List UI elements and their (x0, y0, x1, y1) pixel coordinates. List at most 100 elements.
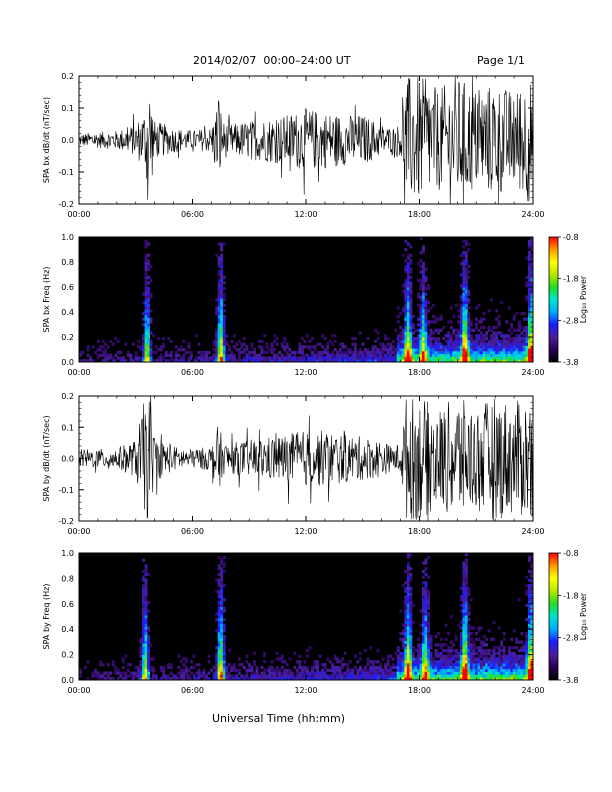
spectrogram-cell (394, 665, 398, 670)
spectrogram-cell (220, 581, 224, 585)
spectrogram-cell (157, 359, 161, 363)
spectrogram-cell (280, 660, 284, 664)
spectrogram-cell (333, 654, 337, 658)
spectrogram-cell (495, 317, 499, 321)
spectrogram-cell (427, 671, 430, 675)
spectrogram-cell (530, 609, 534, 613)
spectrogram-cell (217, 314, 221, 318)
spectrogram-cell (459, 674, 463, 678)
spectrogram-cell (144, 359, 148, 363)
spectrogram-cell (409, 646, 413, 650)
spectrogram-cell (429, 665, 433, 670)
spectrogram-cell (409, 660, 413, 664)
spectrogram-cell (442, 654, 446, 658)
spectrogram-cell (467, 242, 471, 246)
spectrogram-cell (220, 328, 224, 332)
spectrogram-cell (374, 350, 377, 355)
spectrogram-cell (308, 671, 312, 675)
spectrogram-cell (409, 657, 413, 661)
spectrogram-cell (147, 345, 150, 349)
spectrogram-cell (384, 345, 388, 349)
spectrogram-cell (497, 345, 501, 349)
spectrogram-cell (457, 350, 461, 355)
spectrogram-cell (522, 674, 526, 678)
spectrogram-cell (225, 356, 229, 360)
spectrogram-cell (205, 350, 208, 355)
spectrogram-cell (142, 586, 145, 591)
spectrogram-cell (124, 342, 128, 346)
spectrogram-cell (361, 674, 365, 678)
spectrogram-cell (369, 668, 372, 672)
spectrogram-cell (142, 578, 145, 582)
spectrogram-cell (147, 309, 150, 313)
spectrogram-cell (464, 643, 468, 647)
spectrogram-cell (464, 634, 468, 638)
spectrogram-cell (422, 651, 425, 655)
spectrogram-cell (179, 359, 183, 363)
spectrogram-cell (419, 298, 423, 302)
spectrogram-cell (94, 668, 97, 672)
spectrogram-cell (144, 643, 148, 647)
spectrogram-cell (384, 353, 388, 357)
spectrogram-cell (222, 584, 226, 588)
spectrogram-cell (406, 623, 410, 627)
spectrogram-cell (316, 668, 319, 672)
spectrogram-cell (424, 620, 428, 624)
spectrogram-cell (139, 637, 143, 641)
spectrogram-cell (464, 623, 468, 627)
spectrogram-cell (338, 359, 342, 363)
spectrogram-cell (406, 264, 410, 268)
spectrogram-cell (106, 663, 110, 667)
spectrogram-cell (427, 300, 430, 305)
spectrogram-cell (439, 663, 443, 667)
spectrogram-cell (462, 674, 466, 678)
spectrogram-cell (522, 677, 526, 681)
spectrogram-cell (270, 356, 274, 360)
spectrogram-cell (215, 356, 219, 360)
spectrogram-cell (530, 660, 534, 664)
spectrogram-cell (512, 337, 516, 341)
spectrogram-cell (404, 617, 408, 622)
spectrogram-cell (132, 674, 135, 678)
spectrogram-cell (217, 306, 221, 310)
spectrogram-cell (404, 626, 408, 630)
spectrogram-cell (326, 345, 330, 349)
spectrogram-cell (477, 350, 481, 355)
x-tick-label: 06:00 (181, 527, 204, 536)
spectrogram-cell (409, 598, 413, 602)
spectrogram-cell (177, 359, 181, 363)
spectrogram-cell (200, 359, 203, 363)
spectrogram-cell (147, 609, 150, 613)
spectrogram-cell (467, 348, 471, 352)
spectrogram-cell (409, 649, 413, 653)
spectrogram-cell (492, 671, 496, 675)
spectrogram-cell (250, 671, 254, 675)
spectrogram-cell (396, 663, 400, 667)
spectrogram-cell (215, 353, 219, 357)
spectrogram-cell (462, 281, 466, 285)
spectrogram-cell (396, 353, 400, 357)
spectrogram-cell (530, 262, 534, 266)
spectrogram-cell (270, 674, 274, 678)
spectrogram-cell (406, 267, 410, 271)
spectrogram-cell (424, 312, 428, 316)
spectrogram-cell (316, 665, 319, 670)
spectrogram-cell (510, 646, 514, 650)
spectrogram-cell (442, 325, 446, 330)
spectrogram-cell (169, 671, 173, 675)
spectrogram-cell (464, 578, 468, 582)
spectrogram-cell (406, 677, 410, 681)
spectrogram-cell (517, 356, 521, 360)
spectrogram-cell (472, 668, 476, 672)
spectrogram-cell (449, 651, 453, 655)
spectrogram-cell (422, 592, 425, 596)
spectrogram-cell (439, 674, 443, 678)
spectrogram-cell (167, 353, 171, 357)
spectrogram-cell (197, 674, 201, 678)
spectrogram-cell (457, 359, 461, 363)
spectrogram-cell (447, 674, 451, 678)
spectrogram-cell (520, 674, 524, 678)
spectrogram-cell (409, 339, 413, 343)
spectrogram-cell (220, 256, 224, 260)
spectrogram-cell (222, 564, 226, 568)
